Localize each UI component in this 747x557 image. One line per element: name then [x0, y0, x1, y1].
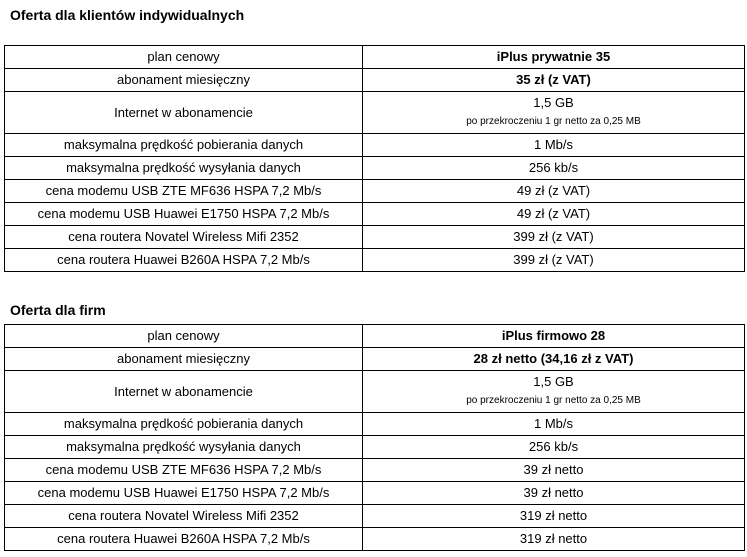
- table-row: abonament miesięczny 28 zł netto (34,16 z…: [4, 347, 745, 371]
- table-row: maksymalna prędkość pobierania danych 1 M…: [4, 412, 745, 436]
- value-note: po przekroczeniu 1 gr netto za 0,25 MB: [466, 395, 641, 406]
- table-row: plan cenowy iPlus prywatnie 35: [4, 45, 745, 69]
- row-label: cena modemu USB Huawei E1750 HSPA 7,2 Mb…: [4, 202, 363, 226]
- row-value: 39 zł netto: [362, 458, 745, 482]
- row-value: 39 zł netto: [362, 481, 745, 505]
- value-text: 399 zł (z VAT): [513, 229, 594, 244]
- row-label: maksymalna prędkość pobierania danych: [4, 133, 363, 157]
- row-label: maksymalna prędkość wysyłania danych: [4, 435, 363, 459]
- offer-table-business: plan cenowy iPlus firmowo 28 abonament mie…: [4, 324, 745, 551]
- value-note: po przekroczeniu 1 gr netto za 0,25 MB: [466, 116, 641, 127]
- value-text: 399 zł (z VAT): [513, 252, 594, 267]
- row-value: 1,5 GB po przekroczeniu 1 gr netto za 0,2…: [362, 370, 745, 413]
- row-label: cena routera Huawei B260A HSPA 7,2 Mb/s: [4, 527, 363, 551]
- row-label: cena modemu USB ZTE MF636 HSPA 7,2 Mb/s: [4, 458, 363, 482]
- table-row: maksymalna prędkość wysyłania danych 256 …: [4, 435, 745, 459]
- value-text: 49 zł (z VAT): [516, 206, 591, 221]
- row-value: 399 zł (z VAT): [362, 225, 745, 249]
- value-text: iPlus firmowo 28: [501, 328, 606, 343]
- row-value: 49 zł (z VAT): [362, 179, 745, 203]
- row-label: maksymalna prędkość wysyłania danych: [4, 156, 363, 180]
- value-text: 256 kb/s: [528, 439, 579, 454]
- section-title: Oferta dla klientów indywidualnych: [10, 7, 245, 23]
- value-text: iPlus prywatnie 35: [496, 49, 611, 64]
- row-label: plan cenowy: [4, 324, 363, 348]
- table-row: abonament miesięczny 35 zł (z VAT): [4, 68, 745, 92]
- row-value: iPlus prywatnie 35: [362, 45, 745, 69]
- table-row: cena routera Novatel Wireless Mifi 2352 3…: [4, 225, 745, 249]
- value-text: 1 Mb/s: [533, 137, 573, 152]
- value-text: 256 kb/s: [528, 160, 579, 175]
- row-label: abonament miesięczny: [4, 347, 363, 371]
- section-title: Oferta dla firm: [10, 302, 106, 318]
- value-text: 39 zł netto: [523, 485, 584, 500]
- row-value: 399 zł (z VAT): [362, 248, 745, 272]
- row-label: cena modemu USB ZTE MF636 HSPA 7,2 Mb/s: [4, 179, 363, 203]
- value-text: 319 zł netto: [519, 531, 588, 546]
- value-text: 1 Mb/s: [533, 416, 573, 431]
- row-value: 1 Mb/s: [362, 412, 745, 436]
- table-row: cena modemu USB ZTE MF636 HSPA 7,2 Mb/s 4…: [4, 179, 745, 203]
- table-row: Internet w abonamencie 1,5 GB po przekrocz…: [4, 91, 745, 134]
- table-row: cena routera Huawei B260A HSPA 7,2 Mb/s 3…: [4, 248, 745, 272]
- row-value: 319 zł netto: [362, 504, 745, 528]
- row-label: cena routera Novatel Wireless Mifi 2352: [4, 504, 363, 528]
- row-label: Internet w abonamencie: [4, 370, 363, 413]
- table-row: Internet w abonamencie 1,5 GB po przekrocz…: [4, 370, 745, 413]
- row-label: plan cenowy: [4, 45, 363, 69]
- row-value: 49 zł (z VAT): [362, 202, 745, 226]
- value-text: 28 zł netto (34,16 zł z VAT): [473, 351, 634, 366]
- table-row: cena routera Novatel Wireless Mifi 2352 3…: [4, 504, 745, 528]
- row-value: 256 kb/s: [362, 156, 745, 180]
- row-value: 256 kb/s: [362, 435, 745, 459]
- row-value: 1 Mb/s: [362, 133, 745, 157]
- table-row: cena modemu USB Huawei E1750 HSPA 7,2 Mb…: [4, 481, 745, 505]
- table-row: cena modemu USB ZTE MF636 HSPA 7,2 Mb/s 3…: [4, 458, 745, 482]
- value-text: 39 zł netto: [523, 462, 584, 477]
- table-row: cena routera Huawei B260A HSPA 7,2 Mb/s 3…: [4, 527, 745, 551]
- row-value: 28 zł netto (34,16 zł z VAT): [362, 347, 745, 371]
- table-row: cena modemu USB Huawei E1750 HSPA 7,2 Mb…: [4, 202, 745, 226]
- row-label: maksymalna prędkość pobierania danych: [4, 412, 363, 436]
- table-row: maksymalna prędkość wysyłania danych 256 …: [4, 156, 745, 180]
- value-text: 319 zł netto: [519, 508, 588, 523]
- value-text: 1,5 GB: [533, 95, 574, 110]
- value-text: 1,5 GB: [533, 374, 574, 389]
- table-row: plan cenowy iPlus firmowo 28: [4, 324, 745, 348]
- row-label: abonament miesięczny: [4, 68, 363, 92]
- table-row: maksymalna prędkość pobierania danych 1 M…: [4, 133, 745, 157]
- row-label: cena routera Huawei B260A HSPA 7,2 Mb/s: [4, 248, 363, 272]
- value-text: 35 zł (z VAT): [516, 72, 591, 87]
- row-value: iPlus firmowo 28: [362, 324, 745, 348]
- row-value: 35 zł (z VAT): [362, 68, 745, 92]
- row-label: cena modemu USB Huawei E1750 HSPA 7,2 Mb…: [4, 481, 363, 505]
- offer-table-individual: plan cenowy iPlus prywatnie 35 abonament m…: [4, 45, 745, 272]
- row-value: 319 zł netto: [362, 527, 745, 551]
- row-label: Internet w abonamencie: [4, 91, 363, 134]
- row-label: cena routera Novatel Wireless Mifi 2352: [4, 225, 363, 249]
- value-text: 49 zł (z VAT): [516, 183, 591, 198]
- row-value: 1,5 GB po przekroczeniu 1 gr netto za 0,2…: [362, 91, 745, 134]
